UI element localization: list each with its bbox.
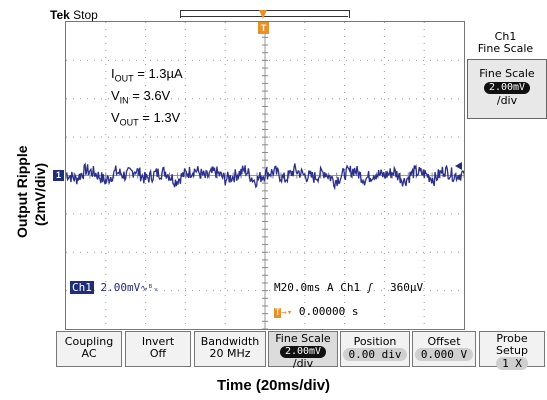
probe-setup-value: 1 X (496, 357, 528, 370)
trigger-position-readout: T→▾ 0.00000 s (274, 305, 359, 318)
y-axis-label-line2: (2mV/div) (32, 162, 48, 226)
waveform-plot (66, 22, 464, 329)
invert-button[interactable]: Invert Off (125, 331, 191, 367)
trigger-marker-icon: T (258, 22, 269, 34)
side-menu-title: Ch1 Fine Scale (477, 30, 534, 55)
trigger-mode: A (326, 281, 334, 294)
annotation-block: IOUT = 1.3µA VIN = 3.6V VOUT = 1.3V (111, 66, 183, 132)
channel-readout: Ch1 2.00mV∿ᴮᵥ (70, 281, 159, 294)
channel1-marker-icon: 1 (53, 170, 64, 181)
trigger-position: 0.00000 s (298, 305, 359, 318)
ripple-trace (66, 162, 464, 191)
bandwidth-button[interactable]: Bandwidth 20 MHz (194, 331, 266, 367)
trigger-level: 360µV (389, 281, 424, 294)
fine-scale-value: 2.00mV (279, 346, 327, 358)
offset-value: 0.000 V (414, 348, 474, 361)
offset-button[interactable]: Offset 0.000 V (412, 331, 476, 367)
trigger-arrow-icon: →▾ (281, 308, 293, 318)
trigger-top-arrow-icon (259, 10, 267, 19)
trigger-position-icon: T (274, 308, 282, 318)
probe-setup-button[interactable]: Probe Setup 1 X (479, 331, 545, 370)
timebase-readout: M20.0ms A Ch1 ʃ 360µV (274, 281, 423, 294)
acq-state: Stop (73, 8, 98, 22)
timebase: M20.0ms (274, 281, 321, 294)
channel-scale: 2.00mV (100, 281, 141, 294)
trigger-level-arrow-icon (455, 162, 462, 170)
side-fine-scale-value: 2.00mV (483, 82, 531, 94)
brand-label: Tek (50, 8, 70, 22)
trigger-slope-icon: ʃ (366, 281, 374, 294)
side-menu: Ch1 Fine Scale Fine Scale 2.00mV /div (464, 21, 547, 328)
channel-tag: Ch1 (70, 281, 94, 294)
bottom-menu: Coupling AC Invert Off Bandwidth 20 MHz Fin… (48, 329, 547, 370)
bw-limit-icon: ∿ᴮᵥ (140, 284, 159, 294)
x-axis-label: Time (20ms/div) (216, 377, 331, 394)
scope-screen: IOUT = 1.3µA VIN = 3.6V VOUT = 1.3V Ch1 … (65, 21, 465, 330)
annotation-iout: IOUT = 1.3µA (111, 66, 183, 84)
status-bar: Tek Stop (50, 8, 98, 22)
side-fine-scale-button[interactable]: Fine Scale 2.00mV /div (467, 59, 547, 119)
trigger-channel: Ch1 (340, 281, 361, 294)
position-button[interactable]: Position 0.00 div (340, 331, 410, 367)
y-axis-label: Output Ripple (2mV/div) (12, 98, 58, 238)
fine-scale-button[interactable]: Fine Scale 2.00mV /div (268, 331, 338, 370)
annotation-vout: VOUT = 1.3V (111, 110, 181, 128)
coupling-button[interactable]: Coupling AC (56, 331, 122, 367)
position-value: 0.00 div (342, 348, 408, 361)
y-axis-label-line1: Output Ripple (14, 145, 30, 238)
annotation-vin: VIN = 3.6V (111, 88, 171, 106)
